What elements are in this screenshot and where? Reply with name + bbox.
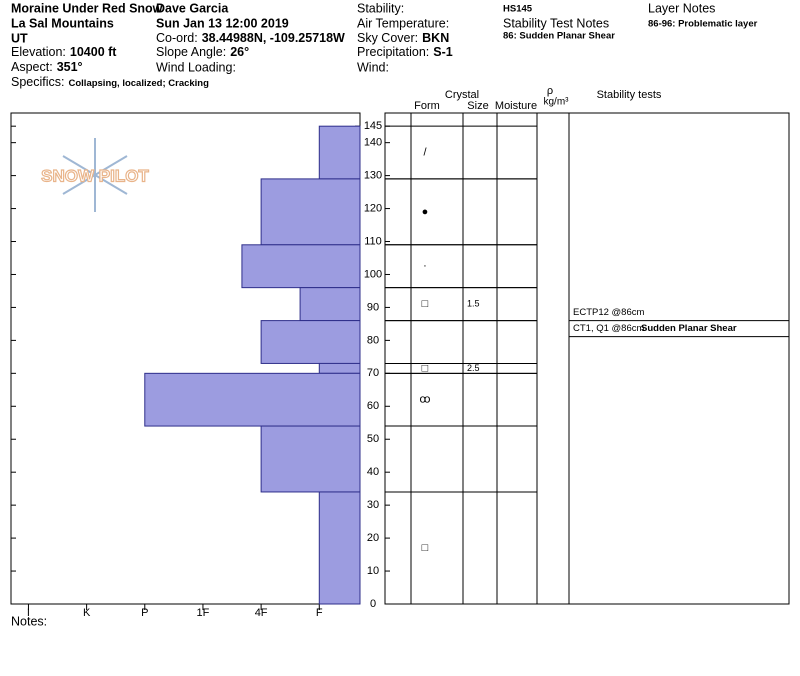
logo xyxy=(62,138,128,212)
y-tick-label: 10 xyxy=(367,565,379,577)
layer-bar xyxy=(299,287,361,322)
x-tick-label: P xyxy=(141,607,148,619)
elevation: Elevation: 10400 ft xyxy=(11,45,117,59)
coord: Co-ord: 38.44988N, -109.25718W xyxy=(156,31,345,45)
precip: Precipitation: S-1 xyxy=(357,45,453,59)
hs: HS145 xyxy=(503,4,533,15)
col-header: Moisture xyxy=(495,100,537,112)
x-tick-label: 1F xyxy=(197,607,210,619)
grain-size: 1.5 xyxy=(467,299,480,309)
grain-form: ꝏ xyxy=(419,394,430,406)
layer-bar xyxy=(144,372,361,427)
grain-form: □ xyxy=(422,362,429,374)
grain-size: 2.5 xyxy=(467,363,480,373)
y-tick-label: 70 xyxy=(367,367,379,379)
test-shear: Sudden Planar Shear xyxy=(641,323,737,334)
grain-form: · xyxy=(423,260,427,272)
y-tick-label: 110 xyxy=(364,235,382,247)
y-tick-label: 30 xyxy=(367,499,379,511)
logo-text: SNOW PILOT xyxy=(41,166,149,185)
y-tick-label: 100 xyxy=(364,268,382,280)
y-tick-label: 40 xyxy=(367,466,379,478)
col-header: kg/m³ xyxy=(544,97,570,108)
state: UT xyxy=(11,31,28,45)
y-tick-label: 130 xyxy=(364,170,382,182)
column-lines xyxy=(410,113,570,604)
grain-form: / xyxy=(423,146,427,158)
col-header: Crystal xyxy=(445,89,479,101)
y-tick-label: 90 xyxy=(367,301,379,313)
air-temp: Air Temperature: xyxy=(357,16,449,30)
notes: Notes: xyxy=(11,614,47,628)
slope: Slope Angle: 26° xyxy=(156,45,249,59)
layer-bar xyxy=(318,491,361,605)
layer-notes-label: Layer Notes xyxy=(648,1,715,15)
stability-notes-label: Stability Test Notes xyxy=(503,16,609,30)
wind: Wind: xyxy=(357,60,389,74)
stability: Stability: xyxy=(357,1,404,15)
y-tick-label: 60 xyxy=(367,400,379,412)
layer-notes: 86-96: Problematic layer xyxy=(648,19,758,30)
observer: Dave Garcia xyxy=(156,1,229,15)
grain-form: □ xyxy=(422,298,429,310)
layer-bar xyxy=(260,320,361,364)
y-tick-label: 20 xyxy=(367,532,379,544)
col-header: Stability tests xyxy=(597,89,662,101)
col-header: Form xyxy=(414,100,440,112)
y-tick-label: 140 xyxy=(364,137,382,149)
specifics: Specifics: Collapsing, localized; Crackin… xyxy=(11,75,209,89)
layer-bar xyxy=(260,425,361,493)
aspect: Aspect: 351° xyxy=(11,60,83,74)
layer-bar xyxy=(318,362,361,374)
y-tick-label: 50 xyxy=(367,433,379,445)
y-tick-label: 145 xyxy=(364,120,382,132)
col-header: Size xyxy=(467,100,488,112)
table-frame xyxy=(384,112,790,605)
x-tick-label: K xyxy=(83,607,91,619)
location: Moraine Under Red Snow xyxy=(11,1,163,15)
x-tick-label: I xyxy=(27,607,30,619)
grain-form: ● xyxy=(422,206,429,218)
x-tick-label: 4F xyxy=(255,607,268,619)
stability-notes: 86: Sudden Planar Shear xyxy=(503,31,615,42)
col-header: ρ xyxy=(547,85,553,97)
y-tick-label: 80 xyxy=(367,334,379,346)
sky: Sky Cover: BKN xyxy=(357,31,449,45)
wind-loading: Wind Loading: xyxy=(156,60,236,74)
layer-bar xyxy=(318,125,361,180)
x-tick-label: F xyxy=(316,607,323,619)
y-tick-label: 0 xyxy=(370,598,376,610)
test-result: CT1, Q1 @86cm xyxy=(573,323,644,334)
y-tick-label: 120 xyxy=(364,202,382,214)
layer-bar xyxy=(241,244,361,289)
layer-bar xyxy=(260,178,361,246)
date: Sun Jan 13 12:00 2019 xyxy=(156,16,289,30)
test-result: ECTP12 @86cm xyxy=(573,307,645,318)
grain-form: □ xyxy=(422,542,429,554)
range: La Sal Mountains xyxy=(11,16,114,30)
